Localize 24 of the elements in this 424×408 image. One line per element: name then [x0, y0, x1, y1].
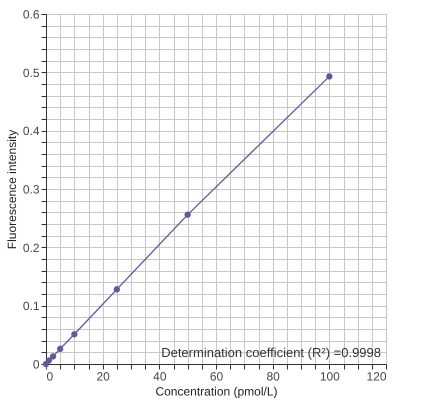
y-tick-label: 0.4	[22, 124, 40, 138]
x-tick-label: 60	[210, 370, 224, 384]
x-tick-label: 80	[266, 370, 280, 384]
point	[71, 331, 78, 338]
x-tick-label: 20	[96, 370, 110, 384]
x-tick-label: 0	[46, 370, 54, 384]
annotation: Determination coefficient (R²) =0.9998	[161, 345, 381, 360]
point	[46, 357, 52, 364]
y-tick-label: 0.3	[22, 182, 40, 196]
point	[50, 353, 56, 360]
point	[326, 73, 332, 80]
y-tick-label: 0.5	[22, 66, 40, 80]
point	[184, 212, 191, 218]
point	[114, 286, 120, 292]
y-tick-label: 0.1	[22, 299, 40, 314]
x-tick-label: 40	[153, 370, 167, 384]
y-tick-label: 0.2	[22, 240, 40, 255]
x-tick-label: 100	[320, 370, 340, 384]
x-tick-label: 120	[366, 370, 387, 384]
y-tick-label: 0	[32, 358, 40, 372]
point	[57, 346, 64, 352]
y-tick-label: 0.6	[22, 8, 40, 22]
x-axis-title: Concentration (pmol/L)	[155, 384, 278, 398]
y-axis-title: Fluorescence intensity	[4, 130, 19, 250]
